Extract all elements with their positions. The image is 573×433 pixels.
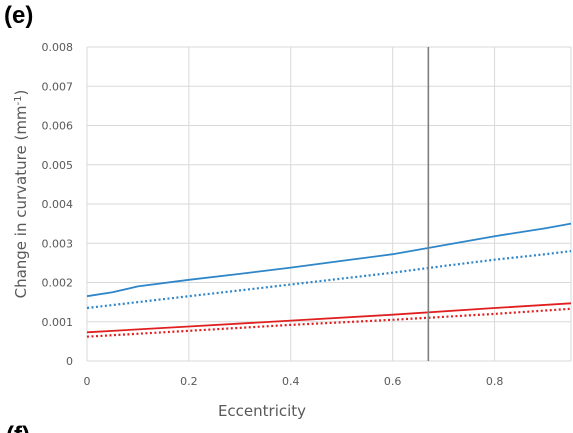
y-tick-labels: 0 0.001 0.002 0.003 0.004 0.005 0.006 0.007 0.00… [42, 41, 74, 368]
y-axis-title-sup: -1 [13, 95, 24, 105]
y-axis-title: Change in curvature (mm-1) [12, 90, 30, 299]
y-tick-label: 0.001 [42, 316, 74, 329]
x-tick-label: 0.4 [282, 375, 300, 388]
x-tick-label: 0 [84, 375, 91, 388]
x-tick-label: 0.2 [180, 375, 198, 388]
series-line-3 [86, 302, 572, 334]
x-axis-title: Eccentricity [218, 402, 306, 420]
series-layer [86, 222, 572, 338]
y-tick-label: 0 [66, 355, 73, 368]
x-tick-label: 0.8 [486, 375, 504, 388]
y-tick-label: 0.004 [42, 198, 74, 211]
x-tick-labels: 0 0.2 0.4 0.6 0.8 [84, 375, 504, 388]
series-line-4 [86, 307, 572, 338]
y-tick-label: 0.003 [42, 237, 74, 250]
y-tick-label: 0.006 [42, 120, 74, 133]
series-line-2 [86, 250, 572, 310]
x-gridlines [86, 47, 572, 361]
panel-label: (e) [4, 2, 34, 29]
y-axis-title-close: ) [12, 90, 30, 96]
y-gridlines [87, 46, 571, 362]
y-tick-label: 0.008 [42, 41, 74, 54]
next-panel-label: (f) [6, 424, 46, 433]
y-axis-title-main: Change in curvature (mm [12, 105, 30, 298]
y-tick-label: 0.007 [42, 80, 74, 93]
series-line-1 [86, 222, 572, 298]
x-tick-label: 0.6 [384, 375, 402, 388]
y-tick-label: 0.002 [42, 277, 74, 290]
y-tick-label: 0.005 [42, 159, 74, 172]
